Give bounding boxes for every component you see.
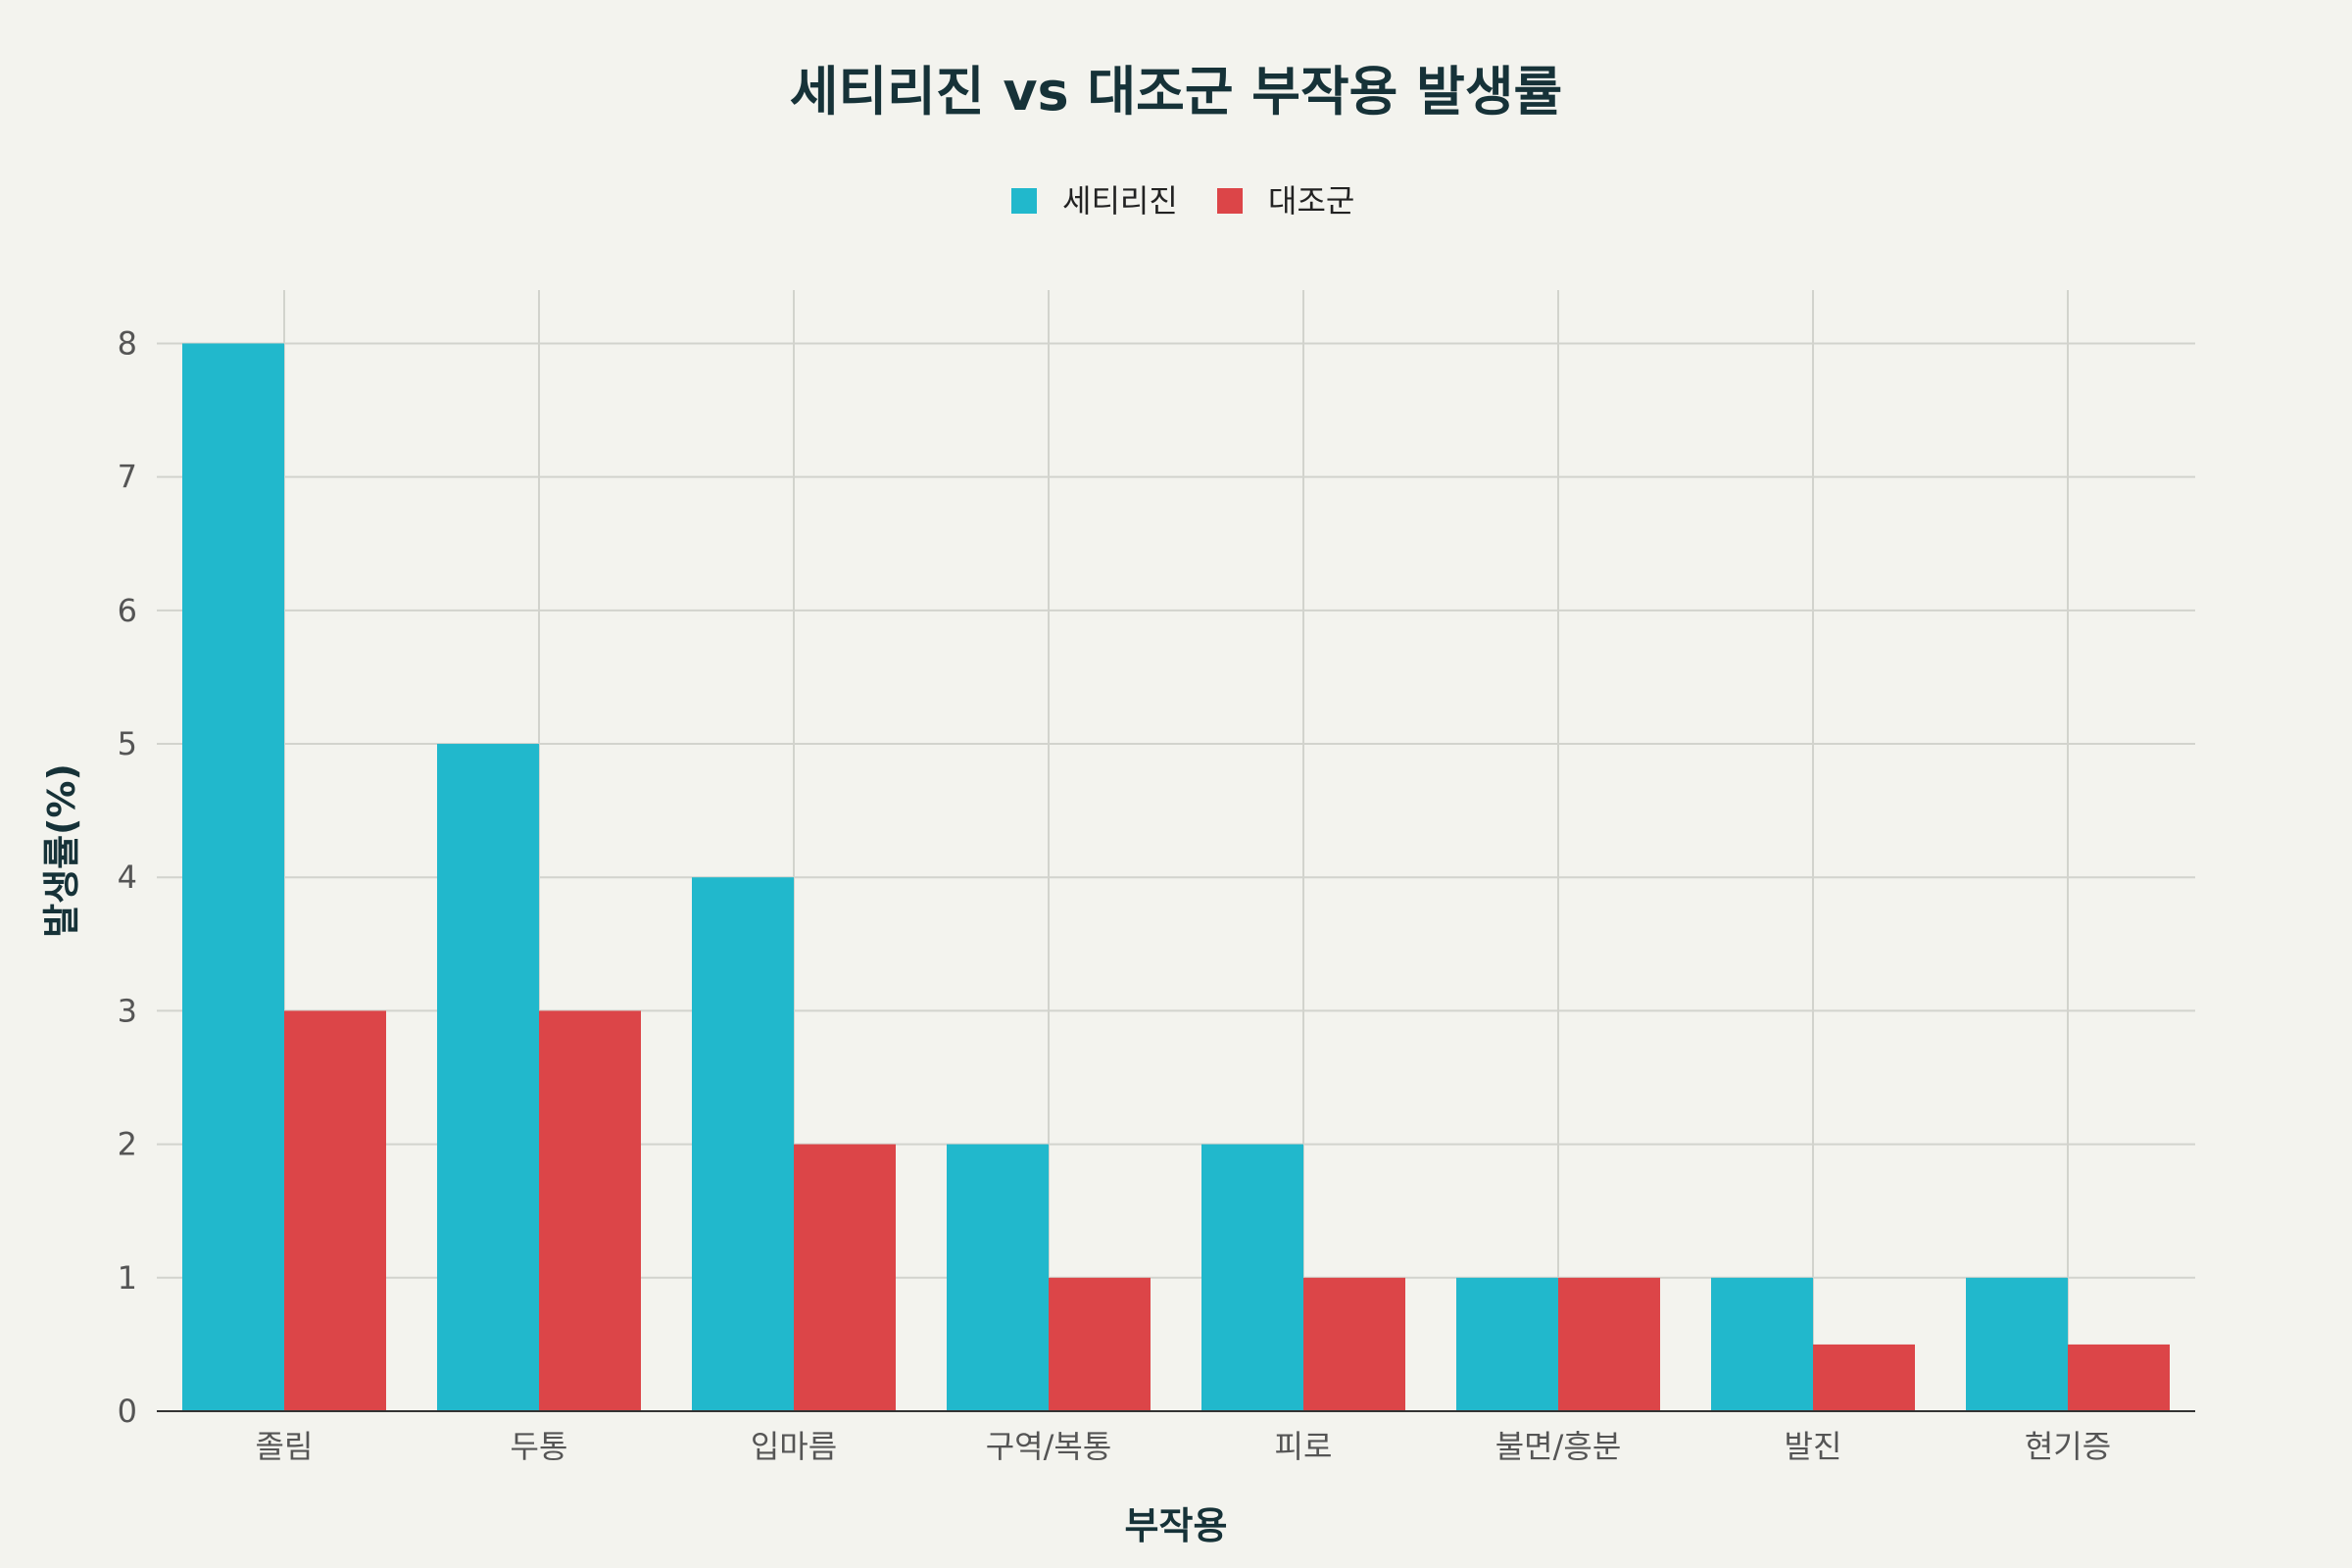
y-tick-label: 8 — [118, 324, 137, 362]
legend-label: 대조군 — [1268, 182, 1354, 220]
x-axis-title: 부작용 — [1125, 1504, 1228, 1547]
y-tick-label: 1 — [118, 1259, 137, 1297]
legend-swatch — [1217, 188, 1243, 214]
y-axis-title: 발생률(%) — [40, 763, 83, 938]
bar-control — [1813, 1344, 1915, 1411]
x-tick-labels: 졸림 두통 입마름 구역/복통 피로 불면/흥분 발진 현기증 — [256, 1428, 2112, 1465]
y-tick-label: 4 — [118, 858, 137, 896]
y-tick-labels: 0 1 2 3 4 5 6 7 8 — [118, 324, 137, 1430]
bar-cetirizine — [182, 343, 284, 1411]
bar-cetirizine — [692, 877, 794, 1411]
bar-control — [2068, 1344, 2170, 1411]
bar-cetirizine — [437, 744, 539, 1411]
bar-cetirizine — [1711, 1277, 1813, 1411]
bars — [182, 343, 2170, 1411]
bar-control — [1303, 1277, 1405, 1411]
bar-control — [1049, 1277, 1151, 1411]
legend-label: 세티리진 — [1062, 182, 1178, 220]
y-tick-label: 0 — [118, 1393, 137, 1430]
bar-cetirizine — [1456, 1277, 1558, 1411]
x-tick-label: 발진 — [1785, 1428, 1842, 1465]
x-tick-label: 현기증 — [2025, 1428, 2111, 1465]
bar-control — [284, 1010, 386, 1411]
x-tick-label: 구역/복통 — [986, 1428, 1112, 1465]
x-tick-label: 불면/흥분 — [1495, 1428, 1622, 1465]
legend-swatch — [1011, 188, 1037, 214]
y-tick-label: 3 — [118, 992, 137, 1029]
chart-title: 세티리진 vs 대조군 부작용 발생률 — [790, 61, 1562, 122]
x-tick-label: 졸림 — [256, 1428, 314, 1465]
x-tick-label: 입마름 — [751, 1428, 837, 1465]
y-tick-label: 2 — [118, 1126, 137, 1163]
x-tick-label: 두통 — [511, 1428, 568, 1465]
y-tick-label: 5 — [118, 725, 137, 762]
y-tick-label: 7 — [118, 459, 137, 496]
bar-cetirizine — [1966, 1277, 2068, 1411]
legend: 세티리진 대조군 — [1011, 182, 1354, 220]
bar-control — [539, 1010, 641, 1411]
bar-cetirizine — [947, 1144, 1049, 1411]
bar-control — [1558, 1277, 1660, 1411]
bar-control — [794, 1144, 896, 1411]
y-tick-label: 6 — [118, 592, 137, 629]
bar-cetirizine — [1201, 1144, 1303, 1411]
x-tick-label: 피로 — [1275, 1428, 1333, 1465]
